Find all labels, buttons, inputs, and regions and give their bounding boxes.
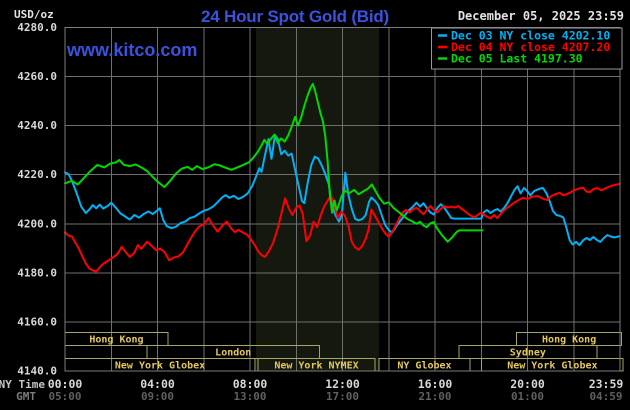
legend-box — [431, 27, 623, 70]
y-axis-label: 4180.0 — [17, 266, 57, 279]
session-label: Hong Kong — [89, 335, 143, 346]
legend-label: Dec 03 NY close 4202.10 — [451, 29, 610, 43]
x-axis-label-ny: 20:00 — [510, 377, 545, 391]
session-label: Hong Kong — [542, 335, 596, 346]
x-axis-label-ny: 12:00 — [325, 377, 360, 391]
x-axis-label-gmt: 09:00 — [141, 390, 174, 403]
y-axis-label: 4160.0 — [17, 315, 57, 328]
x-axis-label-ny: 04:00 — [140, 377, 175, 391]
plot-border — [64, 27, 621, 372]
ny-time-caption: NY Time — [0, 378, 45, 391]
y-axis-label: 4140.0 — [17, 365, 57, 378]
x-axis-ny-labels: 00:00 04:00 08:00 12:00 16:00 20:00 23:59 — [48, 377, 624, 391]
y-axis-label: 4200.0 — [17, 217, 57, 230]
legend-label: Dec 05 Last 4197.30 — [451, 52, 583, 66]
y-axis-label: 4260.0 — [17, 70, 57, 83]
units-label: USD/oz — [14, 8, 54, 21]
x-axis-label-gmt: 04:59 — [589, 390, 622, 403]
series-line-dec-04 — [64, 182, 621, 273]
x-axis-label-ny: 16:00 — [418, 377, 453, 391]
y-axis-labels: 4280.0 4260.0 4240.0 4220.0 4200.0 4180.0 4160… — [17, 21, 57, 378]
session-label: NY Globex — [397, 361, 451, 372]
x-axis-label-ny: 08:00 — [233, 377, 268, 391]
y-axis-label: 4240.0 — [17, 119, 57, 132]
legend-label: Dec 04 NY close 4207.20 — [451, 40, 610, 54]
series-line-dec-03 — [64, 134, 621, 247]
y-axis-label: 4280.0 — [17, 21, 57, 34]
x-axis-label-ny: 23:59 — [589, 377, 624, 391]
x-axis-label-gmt: 01:00 — [511, 390, 544, 403]
datetime-label: December 05, 2025 23:59 — [458, 9, 624, 23]
y-axis-label: 4220.0 — [17, 168, 57, 181]
x-axis-label-gmt: 17:00 — [326, 390, 359, 403]
x-axis-label-ny: 00:00 — [48, 377, 83, 391]
kitco-watermark-link[interactable]: www.kitco.com — [66, 40, 197, 60]
x-axis-label-gmt: 05:00 — [48, 390, 81, 403]
nymex-band-rect — [256, 27, 380, 371]
session-label: Sydney — [510, 348, 546, 359]
session-label: New York NYMEX — [274, 361, 358, 372]
market-session-boxes: Hong Kong Hong Kong London Sydney New York G… — [64, 332, 624, 372]
session-label: London — [215, 348, 251, 359]
series-line-dec-05 — [64, 82, 484, 243]
session-label: New York Globex — [115, 361, 205, 372]
page-title: 24 Hour Spot Gold (Bid) — [201, 7, 389, 26]
nymex-session-band — [256, 27, 380, 371]
session-label: New York Globex — [507, 361, 597, 372]
price-series — [64, 82, 621, 273]
x-axis-label-gmt: 13:00 — [233, 390, 266, 403]
x-axis-gmt-labels: 05:00 09:00 13:00 17:00 21:00 01:00 04:59 — [48, 390, 622, 403]
x-axis-label-gmt: 21:00 — [418, 390, 451, 403]
gmt-caption: GMT — [16, 390, 36, 403]
